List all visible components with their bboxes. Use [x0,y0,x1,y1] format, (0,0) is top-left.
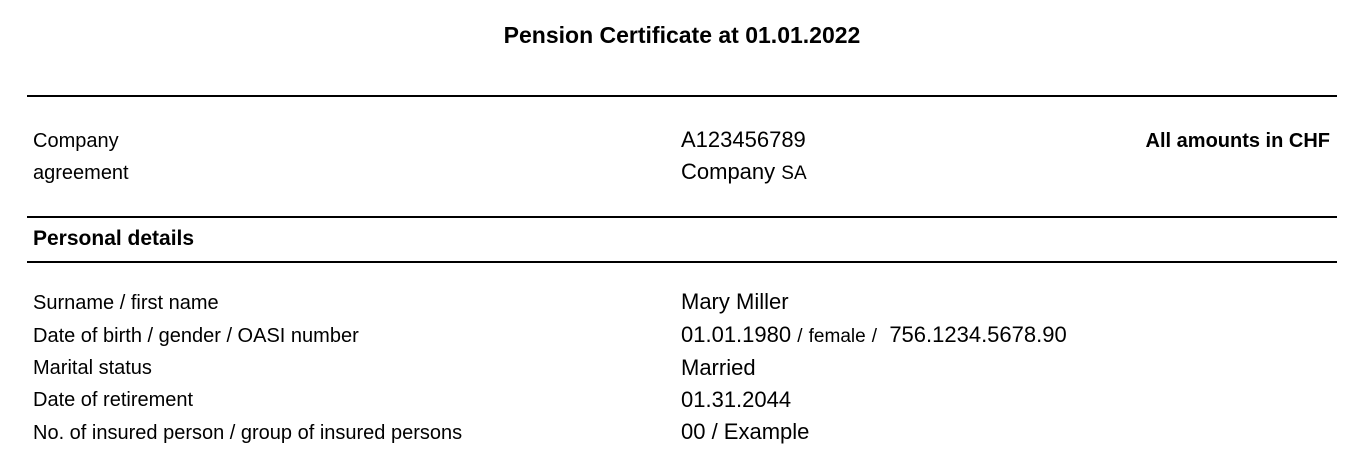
row-label-name: Surname / first name [33,292,219,314]
company-suffix: SA [781,163,807,184]
currency-note: All amounts in CHF [1145,130,1330,152]
divider [27,261,1337,263]
row-value-marital-status: Married [681,355,756,380]
birth-date: 01.01.1980 [681,322,792,347]
oasi-number: 756.1234.5678.90 [889,322,1067,347]
section-heading-personal-details: Personal details [33,227,195,250]
row-value-retirement-date: 01.31.2044 [681,387,792,412]
divider [27,216,1337,218]
row-label-retirement-date: Date of retirement [33,389,194,411]
company-name: Company SA [681,159,807,185]
page-title: Pension Certificate at 01.01.2022 [503,22,861,48]
row-value-insured-number: 00 / Example [681,419,810,444]
gender: female [808,326,866,347]
row-value-birth-gender-oasi: 01.01.1980 / female / 756.1234.5678.90 [681,322,1067,347]
company-agreement-label-line1: Company [33,130,119,152]
company-agreement-label-line2: agreement [33,162,129,184]
company-name-text: Company [681,159,776,184]
row-label-birth-gender-oasi: Date of birth / gender / OASI number [33,325,359,347]
divider [27,95,1337,97]
row-label-insured-number: No. of insured person / group of insured… [33,422,463,444]
row-label-marital-status: Marital status [33,357,152,379]
agreement-number: A123456789 [681,127,806,152]
row-value-name: Mary Miller [681,289,789,314]
